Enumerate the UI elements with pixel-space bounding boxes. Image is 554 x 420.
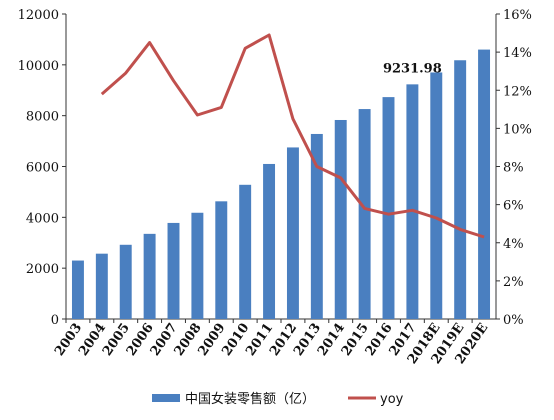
left-tick-label: 8000 bbox=[26, 110, 59, 125]
left-tick-label: 2000 bbox=[26, 262, 59, 277]
right-tick-label: 2% bbox=[503, 275, 524, 290]
bar bbox=[382, 97, 395, 319]
left-tick-label: 4000 bbox=[26, 211, 59, 226]
legend-label-bar: 中国女装零售额（亿） bbox=[185, 391, 315, 407]
bar bbox=[286, 147, 299, 319]
right-tick-label: 6% bbox=[503, 199, 524, 214]
bar bbox=[406, 84, 419, 319]
right-tick-label: 10% bbox=[503, 122, 532, 137]
right-tick-label: 4% bbox=[503, 237, 524, 252]
right-tick-label: 12% bbox=[503, 84, 532, 99]
left-tick-label: 6000 bbox=[26, 161, 59, 176]
right-tick-label: 8% bbox=[503, 161, 524, 176]
bar bbox=[478, 49, 491, 319]
right-tick-label: 0% bbox=[503, 313, 524, 328]
bar bbox=[310, 133, 323, 319]
bar bbox=[143, 233, 156, 319]
bar bbox=[215, 201, 228, 319]
bar bbox=[454, 60, 467, 320]
bar bbox=[334, 119, 347, 319]
legend-label-line: yoy bbox=[380, 392, 404, 407]
bar bbox=[191, 212, 204, 319]
bar bbox=[95, 253, 108, 319]
bar bbox=[239, 184, 252, 319]
bar bbox=[71, 260, 84, 319]
bar bbox=[119, 244, 132, 319]
right-tick-label: 16% bbox=[503, 8, 532, 23]
bar-series bbox=[71, 49, 491, 320]
bar bbox=[167, 222, 180, 319]
axes bbox=[62, 13, 500, 323]
legend: 中国女装零售额（亿） yoy bbox=[152, 391, 404, 407]
bar bbox=[263, 163, 276, 319]
left-tick-label: 10000 bbox=[18, 59, 59, 74]
bar bbox=[358, 109, 371, 319]
value-annotation: 9231.98 bbox=[383, 61, 442, 76]
right-tick-label: 14% bbox=[503, 46, 532, 61]
left-tick-label: 12000 bbox=[18, 8, 59, 23]
left-tick-label: 0 bbox=[51, 313, 59, 328]
bar bbox=[430, 72, 443, 319]
yoy-line-series bbox=[100, 33, 485, 239]
legend-swatch-bar bbox=[152, 394, 180, 402]
